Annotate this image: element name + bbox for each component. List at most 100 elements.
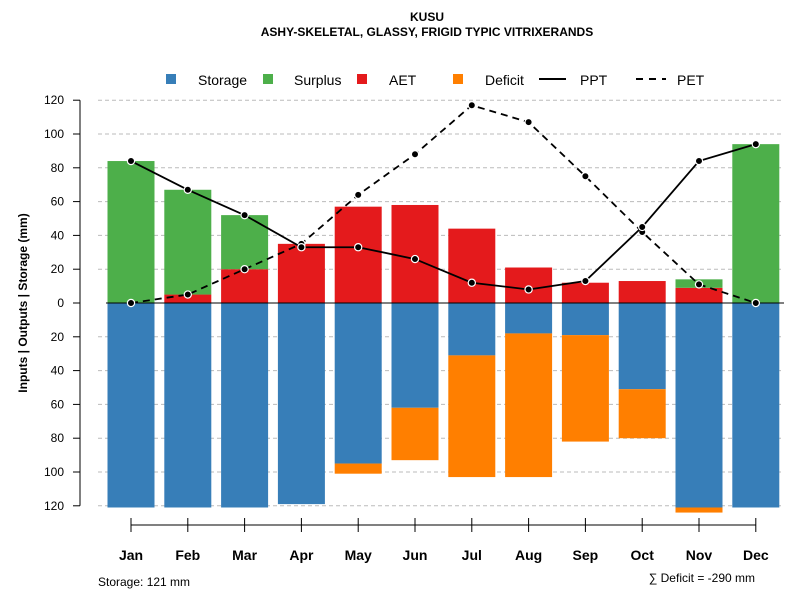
legend-label-ppt: PPT: [580, 72, 608, 88]
legend-label-pet: PET: [677, 72, 705, 88]
bar-surplus: [164, 189, 212, 295]
ppt-point: [183, 185, 192, 194]
y-tick-label: 80: [51, 161, 65, 175]
y-tick-label: 80: [51, 431, 65, 445]
ppt-point: [126, 156, 136, 166]
x-tick-label: Oct: [631, 547, 655, 563]
pet-point: [354, 190, 363, 200]
x-tick-label: Apr: [289, 547, 314, 563]
x-tick-label: Nov: [686, 547, 713, 563]
x-tick-label: May: [345, 547, 372, 563]
y-tick-label: 60: [51, 397, 65, 411]
x-tick-label: Dec: [743, 547, 769, 563]
ppt-point: [581, 276, 590, 286]
bar-storage: [448, 303, 496, 356]
bar-storage: [561, 303, 609, 336]
legend-swatch-deficit: [453, 74, 463, 84]
bar-storage: [732, 303, 780, 508]
y-tick-label: 0: [57, 296, 64, 310]
x-tick-label: Aug: [515, 547, 542, 563]
ppt-point: [751, 139, 761, 149]
ppt-point: [524, 285, 533, 294]
pet-point: [183, 290, 192, 299]
y-axis-label: Inputs | Outputs | Storage (mm): [16, 213, 30, 392]
series-lines: [126, 101, 761, 308]
bar-aet: [618, 281, 666, 303]
legend-swatch-aet: [357, 74, 367, 84]
pet-point: [694, 280, 704, 289]
ppt-point: [694, 156, 704, 166]
y-tick-label: 40: [51, 364, 65, 378]
bar-aet: [391, 204, 439, 303]
bar-storage: [334, 303, 382, 464]
x-tick-label: Mar: [232, 547, 257, 563]
bar-aet: [561, 282, 609, 303]
ppt-point: [467, 278, 476, 287]
bar-surplus: [107, 161, 155, 303]
pet-point: [524, 117, 533, 127]
y-tick-label: 40: [51, 228, 65, 242]
bar-storage: [107, 303, 155, 508]
legend-swatch-surplus: [263, 74, 273, 84]
y-tick-label: 100: [44, 127, 64, 141]
ppt-point: [638, 222, 647, 232]
bar-aet: [505, 267, 553, 303]
bar-aet: [448, 228, 496, 303]
pet-point: [126, 298, 136, 308]
y-tick-label: 20: [51, 262, 65, 276]
bar-surplus: [732, 144, 780, 303]
bar-deficit: [334, 463, 382, 474]
legend-label-surplus: Surplus: [294, 72, 341, 88]
x-tick-label: Jul: [462, 547, 482, 563]
deficit-note: ∑ Deficit = -290 mm: [649, 571, 755, 585]
bar-deficit: [618, 389, 666, 439]
y-tick-label: 120: [44, 93, 64, 107]
pet-point: [751, 298, 761, 308]
bar-storage: [618, 303, 666, 390]
bar-storage: [164, 303, 212, 508]
bar-aet: [221, 269, 269, 303]
bar-storage: [675, 303, 723, 508]
pet-point: [467, 101, 476, 110]
y-tick-label: 20: [51, 330, 65, 344]
y-tick-label: 100: [44, 465, 64, 479]
bar-deficit: [391, 407, 439, 461]
legend: Storage Surplus AET Deficit PPT PET: [166, 72, 705, 88]
ppt-point: [354, 243, 363, 252]
bar-aet: [164, 294, 212, 303]
bar-storage: [391, 303, 439, 408]
axes: 120 100 80 60 40 20 0 20 40 60 80 100 120 Jan Feb Mar Ap…: [44, 93, 784, 563]
legend-swatch-storage: [166, 74, 176, 84]
pet-point: [410, 150, 420, 159]
bar-aet: [675, 287, 723, 303]
y-tick-label: 60: [51, 195, 65, 209]
legend-label-deficit: Deficit: [485, 72, 524, 88]
bar-storage: [221, 303, 269, 508]
ppt-point: [240, 210, 249, 220]
x-tick-label: Jan: [119, 547, 143, 563]
pet-point: [581, 172, 590, 181]
y-tick-label: 120: [44, 499, 64, 513]
bar-aet: [334, 206, 382, 303]
bars: [107, 144, 780, 513]
ppt-point: [297, 243, 306, 252]
chart-title: KUSU: [410, 10, 444, 24]
bar-deficit: [448, 355, 496, 478]
chart-subtitle: ASHY-SKELETAL, GLASSY, FRIGID TYPIC VITR…: [261, 25, 593, 39]
x-tick-label: Sep: [573, 547, 599, 563]
bar-deficit: [561, 335, 609, 442]
ppt-point: [410, 254, 420, 264]
pet-point: [240, 265, 249, 274]
bar-deficit: [675, 507, 723, 513]
bar-storage: [277, 303, 325, 505]
legend-label-storage: Storage: [198, 72, 247, 88]
pet-line: [130, 104, 757, 304]
bar-storage: [505, 303, 553, 334]
bar-aet: [277, 243, 325, 303]
x-tick-label: Feb: [175, 547, 200, 563]
x-tick-label: Jun: [403, 547, 428, 563]
bar-deficit: [505, 333, 553, 478]
legend-label-aet: AET: [389, 72, 417, 88]
storage-note: Storage: 121 mm: [98, 575, 190, 589]
